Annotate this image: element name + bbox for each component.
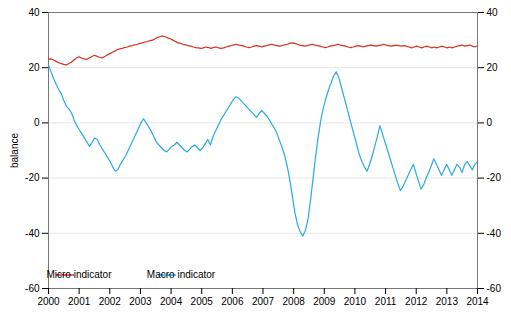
svg-text:2011: 2011 xyxy=(375,296,397,307)
svg-text:40: 40 xyxy=(487,7,499,18)
svg-text:-20: -20 xyxy=(487,172,502,183)
svg-text:2013: 2013 xyxy=(436,296,459,307)
svg-text:2012: 2012 xyxy=(405,296,428,307)
svg-text:-60: -60 xyxy=(25,283,40,294)
svg-text:Macro indicator: Macro indicator xyxy=(147,269,216,280)
svg-text:0: 0 xyxy=(487,117,493,128)
svg-text:2004: 2004 xyxy=(160,296,183,307)
svg-text:20: 20 xyxy=(28,62,40,73)
svg-text:balance: balance xyxy=(9,133,20,168)
svg-text:-60: -60 xyxy=(487,283,502,294)
svg-text:2008: 2008 xyxy=(283,296,306,307)
svg-text:2005: 2005 xyxy=(191,296,214,307)
svg-text:0: 0 xyxy=(34,117,40,128)
svg-text:2000: 2000 xyxy=(37,296,60,307)
svg-text:Micro indicator: Micro indicator xyxy=(46,269,112,280)
svg-text:2001: 2001 xyxy=(68,296,91,307)
svg-text:-40: -40 xyxy=(487,228,502,239)
svg-text:2010: 2010 xyxy=(344,296,367,307)
svg-text:2007: 2007 xyxy=(252,296,275,307)
svg-text:2014: 2014 xyxy=(466,296,489,307)
svg-text:40: 40 xyxy=(28,7,40,18)
svg-text:2009: 2009 xyxy=(313,296,336,307)
svg-text:-40: -40 xyxy=(25,228,40,239)
svg-text:2006: 2006 xyxy=(221,296,244,307)
svg-text:-20: -20 xyxy=(25,172,40,183)
svg-text:2003: 2003 xyxy=(129,296,152,307)
svg-text:20: 20 xyxy=(487,62,499,73)
svg-text:2002: 2002 xyxy=(99,296,122,307)
